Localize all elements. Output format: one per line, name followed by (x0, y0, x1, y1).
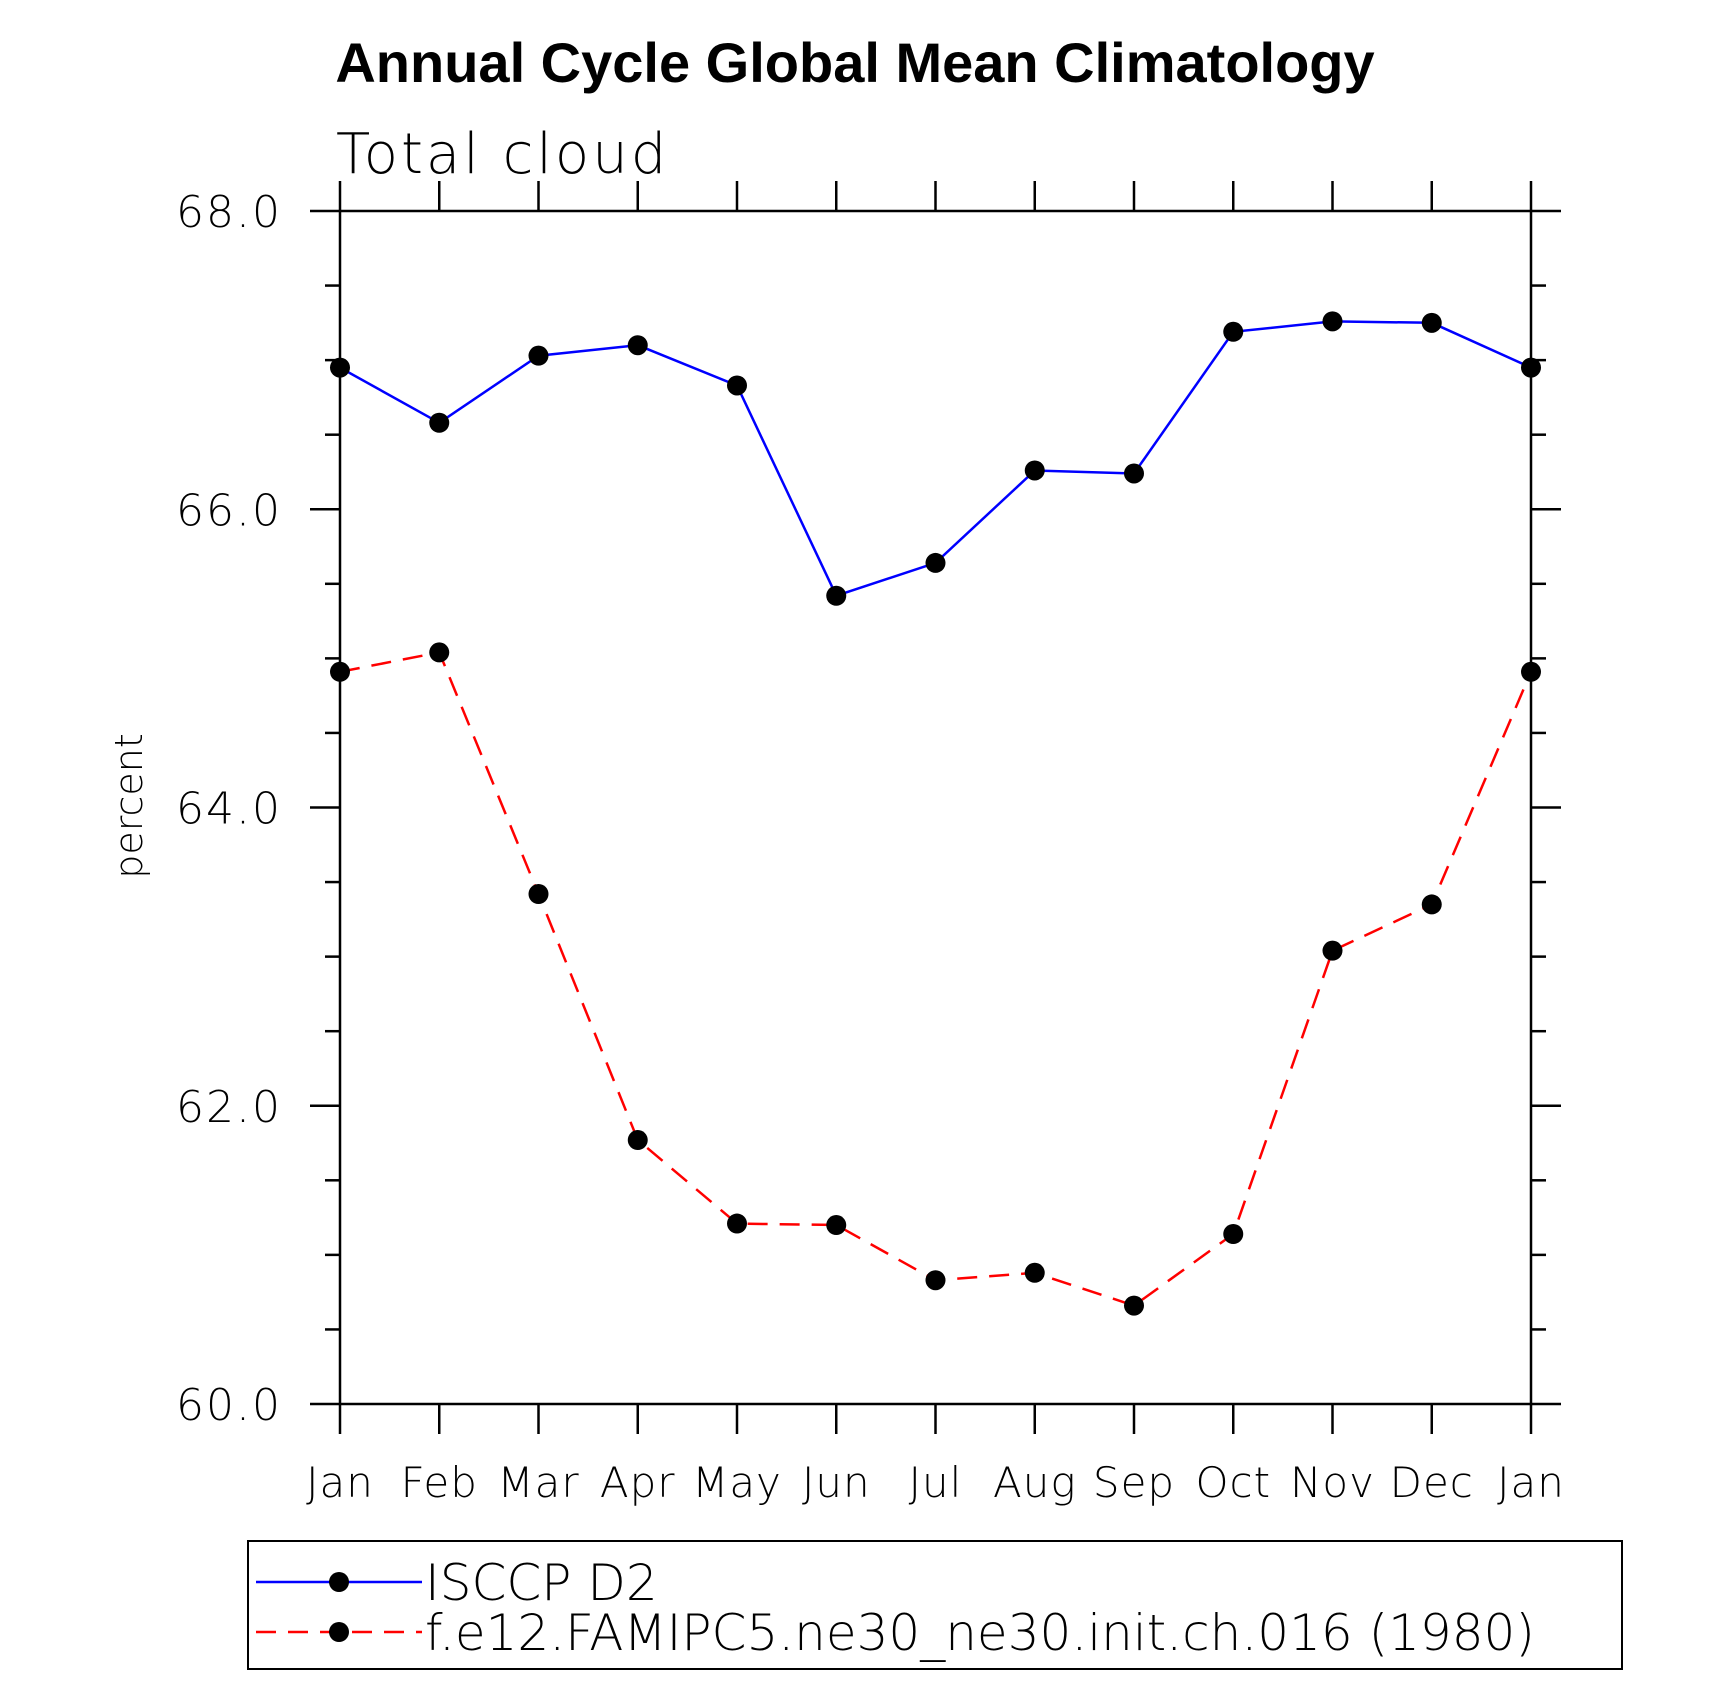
data-point-series-1 (1421, 894, 1442, 915)
data-point-series-0 (429, 412, 450, 433)
x-tick-label: Sep (1093, 1458, 1175, 1507)
data-point-series-1 (1322, 940, 1343, 961)
chart-title: Annual Cycle Global Mean Climatology (335, 31, 1374, 94)
legend: ISCCP D2 f.e12.FAMIPC5.ne30_ne30.init.ch… (247, 1540, 1623, 1670)
data-point-series-1 (1024, 1262, 1045, 1283)
chart-subtitle: Total cloud (336, 122, 669, 187)
x-tick-label: Jan (306, 1458, 374, 1507)
data-point-series-1 (727, 1213, 747, 1234)
legend-marker-isccp (329, 1572, 349, 1592)
x-tick-label: Jul (909, 1458, 963, 1507)
legend-label-isccp: ISCCP D2 (425, 1554, 658, 1612)
data-point-series-0 (1421, 312, 1442, 333)
data-point-series-1 (826, 1215, 847, 1236)
data-point-series-1 (429, 642, 450, 663)
data-point-series-1 (1223, 1223, 1244, 1244)
data-point-series-0 (1024, 460, 1045, 481)
x-tick-label: May (692, 1458, 782, 1507)
data-point-series-0 (330, 357, 350, 378)
x-tick-labels: Jan Feb Mar Apr May Jun Jul Aug Sep Oct Nov Dec Jan (306, 1458, 1565, 1507)
x-tick-label: Jun (802, 1458, 871, 1507)
data-point-series-0 (627, 335, 648, 356)
legend-box (247, 1540, 1623, 1670)
x-tick-label: Dec (1390, 1458, 1474, 1507)
y-tick-label: 60.0 (176, 1380, 282, 1431)
x-tick-label: Oct (1195, 1458, 1271, 1507)
data-point-series-1 (1521, 661, 1541, 682)
data-point-series-1 (627, 1130, 648, 1151)
series-markers (330, 311, 1541, 1316)
legend-label-model: f.e12.FAMIPC5.ne30_ne30.init.ch.016 (198… (425, 1604, 1535, 1662)
x-tick-label: Nov (1290, 1458, 1375, 1507)
data-point-series-0 (1223, 321, 1244, 342)
plot-border (338, 209, 1533, 1406)
x-tick-label: Feb (401, 1458, 478, 1507)
y-tick-labels: 60.0 62.0 64.0 66.0 68.0 (176, 187, 282, 1431)
y-axis-label: percent (107, 733, 151, 879)
data-point-series-0 (727, 375, 747, 396)
data-point-series-0 (1124, 463, 1144, 484)
y-tick-label: 66.0 (176, 485, 282, 536)
data-point-series-0 (528, 345, 549, 366)
data-point-series-1 (1124, 1295, 1144, 1316)
data-point-series-0 (1322, 311, 1343, 332)
legend-marker-model (329, 1622, 349, 1642)
data-point-series-1 (330, 661, 350, 682)
data-point-series-0 (1521, 357, 1541, 378)
series-lines (339, 320, 1533, 1307)
x-tick-label: Mar (497, 1458, 579, 1507)
y-tick-label: 68.0 (176, 187, 282, 238)
data-point-series-1 (528, 883, 549, 904)
data-point-series-1 (925, 1270, 946, 1291)
x-tick-label: Jan (1497, 1458, 1565, 1507)
plot-frame (338, 209, 1533, 1406)
data-point-series-0 (826, 585, 847, 606)
axis-ticks (310, 181, 1561, 1434)
x-tick-label: Apr (600, 1458, 676, 1507)
x-tick-label: Aug (993, 1458, 1077, 1507)
y-tick-label: 62.0 (176, 1082, 282, 1133)
series-line-1 (339, 650, 1533, 1307)
y-tick-label: 64.0 (176, 784, 282, 835)
data-point-series-0 (925, 552, 946, 573)
